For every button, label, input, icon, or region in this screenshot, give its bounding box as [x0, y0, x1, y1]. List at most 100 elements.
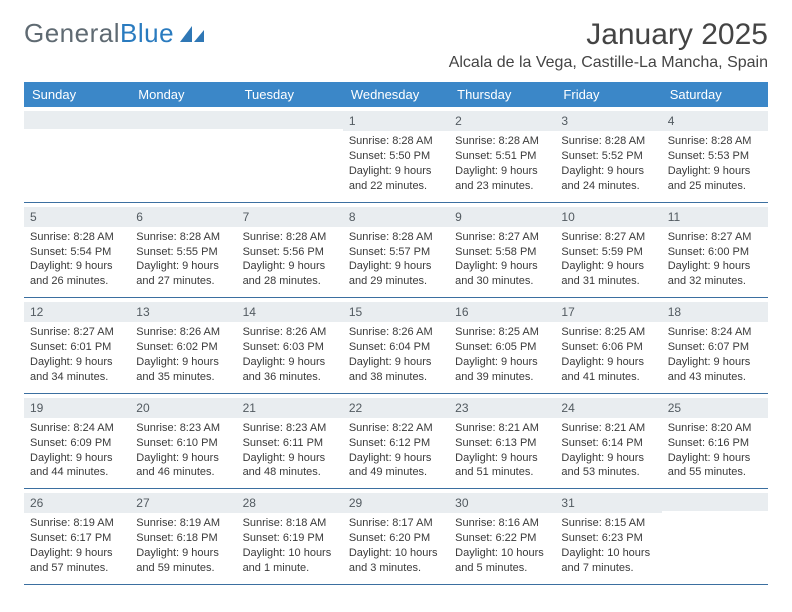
sunrise-text: Sunrise: 8:27 AM — [561, 230, 655, 245]
calendar: Sunday Monday Tuesday Wednesday Thursday… — [24, 82, 768, 585]
sunset-text: Sunset: 5:55 PM — [136, 245, 230, 260]
day-cell: 2Sunrise: 8:28 AMSunset: 5:51 PMDaylight… — [449, 107, 555, 202]
week-row: 12Sunrise: 8:27 AMSunset: 6:01 PMDayligh… — [24, 298, 768, 394]
day-number: 23 — [449, 398, 555, 418]
sunrise-text: Sunrise: 8:28 AM — [561, 134, 655, 149]
title-block: January 2025 Alcala de la Vega, Castille… — [449, 18, 768, 72]
day-number: 4 — [662, 111, 768, 131]
day-number: 21 — [237, 398, 343, 418]
sunset-text: Sunset: 5:53 PM — [668, 149, 762, 164]
day-number: 5 — [24, 207, 130, 227]
day-cell: 20Sunrise: 8:23 AMSunset: 6:10 PMDayligh… — [130, 394, 236, 489]
sunrise-text: Sunrise: 8:15 AM — [561, 516, 655, 531]
day-number: 24 — [555, 398, 661, 418]
day-number: 3 — [555, 111, 661, 131]
sunrise-text: Sunrise: 8:20 AM — [668, 421, 762, 436]
weekday-label: Sunday — [24, 82, 130, 107]
sunrise-text: Sunrise: 8:27 AM — [30, 325, 124, 340]
daylight-text: Daylight: 9 hours and 27 minutes. — [136, 259, 230, 289]
day-cell: 16Sunrise: 8:25 AMSunset: 6:05 PMDayligh… — [449, 298, 555, 393]
day-cell: 8 Sunrise: 8:28 AMSunset: 5:57 PMDaylight… — [343, 203, 449, 298]
day-number: 2 — [449, 111, 555, 131]
week-row: 19Sunrise: 8:24 AMSunset: 6:09 PMDayligh… — [24, 394, 768, 490]
weekday-label: Wednesday — [343, 82, 449, 107]
day-cell: 25Sunrise: 8:20 AMSunset: 6:16 PMDayligh… — [662, 394, 768, 489]
sunrise-text: Sunrise: 8:28 AM — [136, 230, 230, 245]
day-number: 9 — [449, 207, 555, 227]
sunset-text: Sunset: 5:57 PM — [349, 245, 443, 260]
day-cell — [662, 489, 768, 584]
day-cell: 7Sunrise: 8:28 AMSunset: 5:56 PMDaylight… — [237, 203, 343, 298]
day-number: 26 — [24, 493, 130, 513]
sunrise-text: Sunrise: 8:28 AM — [243, 230, 337, 245]
day-cell: 30Sunrise: 8:16 AMSunset: 6:22 PMDayligh… — [449, 489, 555, 584]
sunset-text: Sunset: 6:02 PM — [136, 340, 230, 355]
daylight-text: Daylight: 9 hours and 30 minutes. — [455, 259, 549, 289]
day-cell: 31Sunrise: 8:15 AMSunset: 6:23 PMDayligh… — [555, 489, 661, 584]
daylight-text: Daylight: 9 hours and 29 minutes. — [349, 259, 443, 289]
sunrise-text: Sunrise: 8:25 AM — [561, 325, 655, 340]
day-cell: 28Sunrise: 8:18 AMSunset: 6:19 PMDayligh… — [237, 489, 343, 584]
sunrise-text: Sunrise: 8:16 AM — [455, 516, 549, 531]
sunrise-text: Sunrise: 8:23 AM — [243, 421, 337, 436]
sunrise-text: Sunrise: 8:26 AM — [349, 325, 443, 340]
sunrise-text: Sunrise: 8:19 AM — [136, 516, 230, 531]
day-cell: 13Sunrise: 8:26 AMSunset: 6:02 PMDayligh… — [130, 298, 236, 393]
daylight-text: Daylight: 9 hours and 53 minutes. — [561, 451, 655, 481]
daylight-text: Daylight: 9 hours and 35 minutes. — [136, 355, 230, 385]
logo-text-1: General — [24, 18, 120, 49]
sunrise-text: Sunrise: 8:27 AM — [668, 230, 762, 245]
day-number: 10 — [555, 207, 661, 227]
day-cell: 29Sunrise: 8:17 AMSunset: 6:20 PMDayligh… — [343, 489, 449, 584]
day-cell — [130, 107, 236, 202]
day-cell: 1Sunrise: 8:28 AMSunset: 5:50 PMDaylight… — [343, 107, 449, 202]
day-number: 31 — [555, 493, 661, 513]
sunset-text: Sunset: 5:51 PM — [455, 149, 549, 164]
sunset-text: Sunset: 6:16 PM — [668, 436, 762, 451]
day-number — [130, 111, 236, 129]
sail-icon — [178, 24, 206, 44]
page-title: January 2025 — [449, 18, 768, 52]
daylight-text: Daylight: 9 hours and 36 minutes. — [243, 355, 337, 385]
sunrise-text: Sunrise: 8:24 AM — [30, 421, 124, 436]
day-number — [24, 111, 130, 129]
daylight-text: Daylight: 9 hours and 43 minutes. — [668, 355, 762, 385]
day-cell: 15Sunrise: 8:26 AMSunset: 6:04 PMDayligh… — [343, 298, 449, 393]
sunset-text: Sunset: 5:58 PM — [455, 245, 549, 260]
daylight-text: Daylight: 9 hours and 41 minutes. — [561, 355, 655, 385]
day-cell: 10Sunrise: 8:27 AMSunset: 5:59 PMDayligh… — [555, 203, 661, 298]
sunset-text: Sunset: 6:18 PM — [136, 531, 230, 546]
sunrise-text: Sunrise: 8:28 AM — [668, 134, 762, 149]
day-cell: 6 Sunrise: 8:28 AMSunset: 5:55 PMDaylight… — [130, 203, 236, 298]
day-number: 27 — [130, 493, 236, 513]
weekday-label: Monday — [130, 82, 236, 107]
daylight-text: Daylight: 10 hours and 7 minutes. — [561, 546, 655, 576]
sunrise-text: Sunrise: 8:21 AM — [561, 421, 655, 436]
day-number: 8 — [343, 207, 449, 227]
sunrise-text: Sunrise: 8:24 AM — [668, 325, 762, 340]
sunrise-text: Sunrise: 8:18 AM — [243, 516, 337, 531]
day-number: 15 — [343, 302, 449, 322]
weeks-container: 1Sunrise: 8:28 AMSunset: 5:50 PMDaylight… — [24, 107, 768, 585]
logo: GeneralBlue — [24, 18, 206, 49]
day-cell: 19Sunrise: 8:24 AMSunset: 6:09 PMDayligh… — [24, 394, 130, 489]
sunrise-text: Sunrise: 8:28 AM — [455, 134, 549, 149]
day-number: 6 — [130, 207, 236, 227]
daylight-text: Daylight: 9 hours and 34 minutes. — [30, 355, 124, 385]
day-number: 13 — [130, 302, 236, 322]
day-number — [237, 111, 343, 129]
day-cell: 23Sunrise: 8:21 AMSunset: 6:13 PMDayligh… — [449, 394, 555, 489]
header: GeneralBlue January 2025 Alcala de la Ve… — [24, 18, 768, 72]
day-number: 22 — [343, 398, 449, 418]
day-cell: 26Sunrise: 8:19 AMSunset: 6:17 PMDayligh… — [24, 489, 130, 584]
sunset-text: Sunset: 6:13 PM — [455, 436, 549, 451]
sunrise-text: Sunrise: 8:28 AM — [349, 134, 443, 149]
day-number: 16 — [449, 302, 555, 322]
sunrise-text: Sunrise: 8:28 AM — [349, 230, 443, 245]
day-number: 17 — [555, 302, 661, 322]
weekday-label: Saturday — [662, 82, 768, 107]
sunset-text: Sunset: 5:50 PM — [349, 149, 443, 164]
day-cell: 21Sunrise: 8:23 AMSunset: 6:11 PMDayligh… — [237, 394, 343, 489]
daylight-text: Daylight: 9 hours and 49 minutes. — [349, 451, 443, 481]
daylight-text: Daylight: 10 hours and 3 minutes. — [349, 546, 443, 576]
